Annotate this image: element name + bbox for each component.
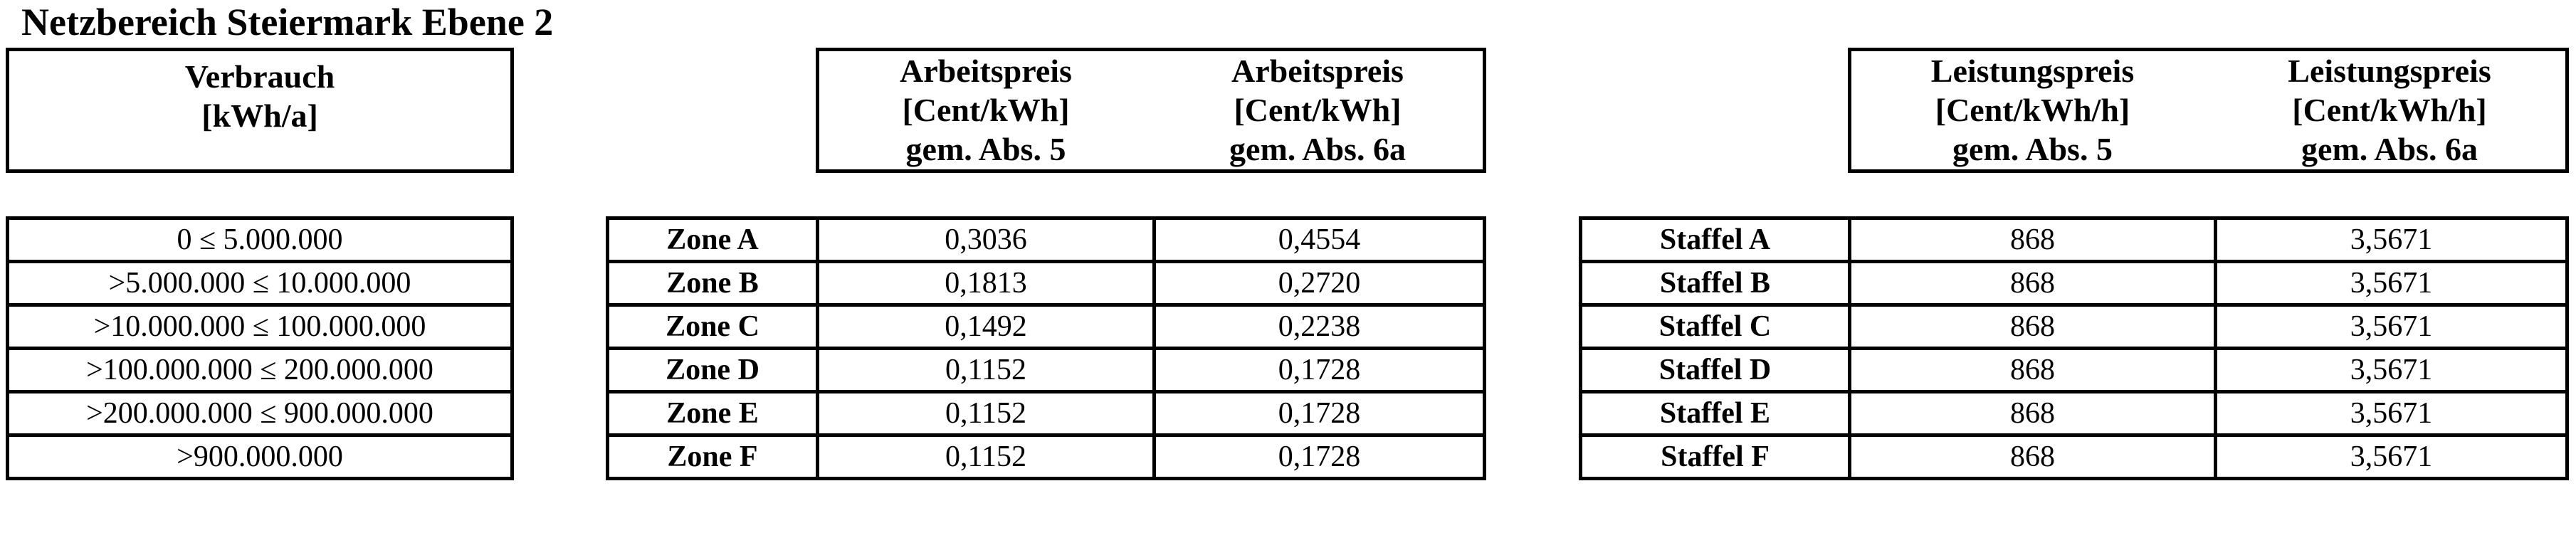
table-row: Staffel F 868 3,5671 bbox=[1582, 433, 2565, 477]
table-row: Staffel D 868 3,5671 bbox=[1582, 347, 2565, 390]
arbeitspreis-abs5-cell: 0,1152 bbox=[816, 393, 1152, 433]
table-row: 0 ≤ 5.000.000 bbox=[9, 220, 510, 260]
arbeitspreis-abs5-cell: 0,3036 bbox=[816, 220, 1152, 260]
leistungspreis-abs6a-cell: 3,5671 bbox=[2214, 220, 2565, 260]
verbrauch-table: 0 ≤ 5.000.000 >5.000.000 ≤ 10.000.000 >1… bbox=[6, 216, 514, 480]
leistungspreis-abs5-cell: 868 bbox=[1848, 393, 2214, 433]
table-row: Zone B 0,1813 0,2720 bbox=[609, 260, 1483, 303]
zone-label-cell: Zone B bbox=[666, 267, 759, 300]
arbeitspreis-header-col-abs6a: Arbeitspreis [Cent/kWh] gem. Abs. 6a bbox=[1152, 51, 1483, 169]
leistungspreis-abs6a-cell: 3,5671 bbox=[2214, 263, 2565, 303]
header-unit: [Cent/kWh/h] bbox=[1935, 92, 2130, 128]
verbrauch-header-line: Verbrauch bbox=[184, 58, 335, 95]
table-row: >100.000.000 ≤ 200.000.000 bbox=[9, 347, 510, 390]
table-row: Zone F 0,1152 0,1728 bbox=[609, 433, 1483, 477]
staffel-label-cell: Staffel E bbox=[1659, 397, 1771, 430]
header-line: Arbeitspreis bbox=[900, 53, 1072, 89]
header-unit: [Cent/kWh] bbox=[902, 92, 1070, 128]
arbeitspreis-header-col-abs5: Arbeitspreis [Cent/kWh] gem. Abs. 5 bbox=[819, 51, 1152, 169]
header-line: Leistungspreis bbox=[1930, 53, 2135, 89]
staffel-label-cell: Staffel A bbox=[1659, 223, 1771, 256]
header-unit: [Cent/kWh] bbox=[1234, 92, 1402, 128]
table-row: Staffel E 868 3,5671 bbox=[1582, 390, 2565, 433]
arbeitspreis-abs6a-cell: 0,2238 bbox=[1152, 307, 1483, 347]
table-row: Zone E 0,1152 0,1728 bbox=[609, 390, 1483, 433]
arbeitspreis-abs6a-cell: 0,1728 bbox=[1152, 393, 1483, 433]
verbrauch-range-cell: >200.000.000 ≤ 900.000.000 bbox=[86, 397, 433, 430]
verbrauch-header-unit: [kWh/a] bbox=[201, 97, 318, 134]
leistungspreis-header-col-abs6a: Leistungspreis [Cent/kWh/h] gem. Abs. 6a bbox=[2214, 51, 2565, 169]
zone-label-cell: Zone F bbox=[667, 440, 758, 473]
arbeitspreis-abs6a-cell: 0,4554 bbox=[1152, 220, 1483, 260]
verbrauch-range-cell: 0 ≤ 5.000.000 bbox=[177, 223, 343, 256]
arbeitspreis-header-box: Arbeitspreis [Cent/kWh] gem. Abs. 5 Arbe… bbox=[816, 48, 1486, 173]
leistungspreis-abs5-cell: 868 bbox=[1848, 220, 2214, 260]
verbrauch-range-cell: >10.000.000 ≤ 100.000.000 bbox=[93, 310, 426, 343]
table-row: >200.000.000 ≤ 900.000.000 bbox=[9, 390, 510, 433]
zone-label-cell: Zone D bbox=[666, 354, 759, 386]
leistungspreis-abs6a-cell: 3,5671 bbox=[2214, 350, 2565, 390]
leistungspreis-abs6a-cell: 3,5671 bbox=[2214, 307, 2565, 347]
leistungspreis-header-box: Leistungspreis [Cent/kWh/h] gem. Abs. 5 … bbox=[1848, 48, 2569, 173]
verbrauch-range-cell: >900.000.000 bbox=[177, 440, 343, 473]
leistungspreis-header-col-abs5: Leistungspreis [Cent/kWh/h] gem. Abs. 5 bbox=[1851, 51, 2214, 169]
zone-table: Zone A 0,3036 0,4554 Zone B 0,1813 0,272… bbox=[606, 216, 1486, 480]
table-row: >5.000.000 ≤ 10.000.000 bbox=[9, 260, 510, 303]
arbeitspreis-abs6a-cell: 0,1728 bbox=[1152, 437, 1483, 477]
staffel-label-cell: Staffel F bbox=[1661, 440, 1770, 473]
arbeitspreis-abs5-cell: 0,1813 bbox=[816, 263, 1152, 303]
header-ref: gem. Abs. 5 bbox=[905, 131, 1066, 167]
table-row: >900.000.000 bbox=[9, 433, 510, 477]
arbeitspreis-abs6a-cell: 0,1728 bbox=[1152, 350, 1483, 390]
header-ref: gem. Abs. 6a bbox=[1229, 131, 1406, 167]
table-row: Staffel B 868 3,5671 bbox=[1582, 260, 2565, 303]
arbeitspreis-abs5-cell: 0,1152 bbox=[816, 350, 1152, 390]
leistungspreis-abs6a-cell: 3,5671 bbox=[2214, 437, 2565, 477]
header-line: Leistungspreis bbox=[2288, 53, 2491, 89]
leistungspreis-abs5-cell: 868 bbox=[1848, 350, 2214, 390]
verbrauch-range-cell: >5.000.000 ≤ 10.000.000 bbox=[108, 267, 411, 300]
table-row: Staffel C 868 3,5671 bbox=[1582, 303, 2565, 347]
header-ref: gem. Abs. 6a bbox=[2301, 131, 2478, 167]
zone-label-cell: Zone A bbox=[666, 223, 759, 256]
leistungspreis-abs6a-cell: 3,5671 bbox=[2214, 393, 2565, 433]
header-ref: gem. Abs. 5 bbox=[1952, 131, 2113, 167]
header-unit: [Cent/kWh/h] bbox=[2292, 92, 2487, 128]
staffel-label-cell: Staffel C bbox=[1658, 310, 1772, 343]
leistungspreis-abs5-cell: 868 bbox=[1848, 307, 2214, 347]
page-title: Netzbereich Steiermark Ebene 2 bbox=[21, 1, 554, 43]
staffel-label-cell: Staffel D bbox=[1658, 354, 1772, 386]
table-row: Zone D 0,1152 0,1728 bbox=[609, 347, 1483, 390]
staffel-table: Staffel A 868 3,5671 Staffel B 868 3,567… bbox=[1579, 216, 2569, 480]
arbeitspreis-abs6a-cell: 0,2720 bbox=[1152, 263, 1483, 303]
table-row: Zone C 0,1492 0,2238 bbox=[609, 303, 1483, 347]
zone-label-cell: Zone E bbox=[666, 397, 759, 430]
staffel-label-cell: Staffel B bbox=[1659, 267, 1771, 300]
header-line: Arbeitspreis bbox=[1231, 53, 1404, 89]
verbrauch-range-cell: >100.000.000 ≤ 200.000.000 bbox=[86, 354, 433, 386]
leistungspreis-abs5-cell: 868 bbox=[1848, 263, 2214, 303]
zone-label-cell: Zone C bbox=[666, 310, 759, 343]
verbrauch-header-box: Verbrauch [kWh/a] bbox=[6, 48, 514, 173]
leistungspreis-abs5-cell: 868 bbox=[1848, 437, 2214, 477]
table-row: Zone A 0,3036 0,4554 bbox=[609, 220, 1483, 260]
arbeitspreis-abs5-cell: 0,1492 bbox=[816, 307, 1152, 347]
table-row: >10.000.000 ≤ 100.000.000 bbox=[9, 303, 510, 347]
arbeitspreis-abs5-cell: 0,1152 bbox=[816, 437, 1152, 477]
table-row: Staffel A 868 3,5671 bbox=[1582, 220, 2565, 260]
